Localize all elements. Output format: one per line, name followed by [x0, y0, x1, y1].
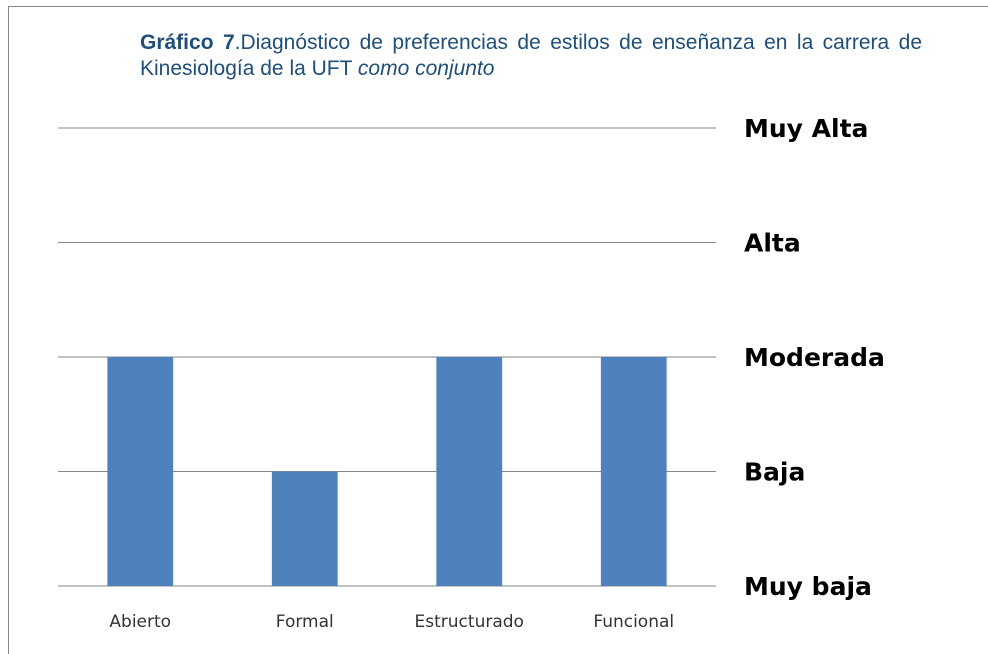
bar	[271, 471, 338, 586]
title-text: .Diagnóstico de preferencias de estilos …	[140, 31, 922, 80]
y-tick-label: Moderada	[744, 343, 885, 372]
bar	[107, 357, 174, 586]
y-tick-label: Muy baja	[744, 572, 872, 601]
x-tick-label: Funcional	[593, 612, 674, 632]
x-tick-label: Abierto	[109, 612, 171, 632]
title-label: Gráfico 7	[140, 31, 235, 54]
y-tick-label: Muy Alta	[744, 114, 868, 143]
y-tick-label: Baja	[744, 458, 805, 487]
chart-title: Gráfico 7.Diagnóstico de preferencias de…	[140, 30, 922, 82]
frame	[8, 6, 988, 654]
bar	[436, 357, 503, 586]
bar	[600, 357, 667, 586]
x-tick-label: Estructurado	[415, 612, 524, 632]
title-emphasis: como conjunto	[357, 57, 495, 80]
y-tick-label: Alta	[744, 229, 801, 258]
x-tick-label: Formal	[276, 612, 334, 632]
